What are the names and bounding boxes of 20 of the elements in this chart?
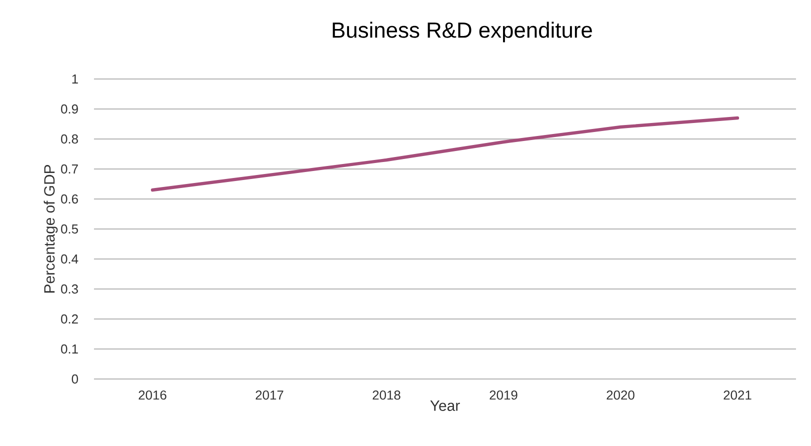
- y-tick-label: 0.1: [61, 344, 78, 354]
- y-tick-label: 1: [72, 74, 78, 84]
- y-tick-label: 0.7: [61, 164, 78, 174]
- y-tick-label: 0.3: [61, 284, 78, 294]
- x-tick-label: 2016: [138, 390, 166, 400]
- x-tick-label: 2018: [372, 390, 400, 400]
- x-tick-label: 2021: [724, 390, 752, 400]
- y-tick-label: 0: [72, 374, 78, 384]
- y-tick-label: 0.5: [61, 224, 78, 234]
- chart-title: Business R&D expenditure: [332, 22, 592, 42]
- x-axis-title: Year: [430, 400, 460, 411]
- x-tick-label: 2019: [490, 390, 518, 400]
- y-tick-label: 0.8: [61, 134, 78, 144]
- y-axis-title: Percentage of GDP: [44, 165, 58, 293]
- y-tick-label: 0.6: [61, 194, 78, 204]
- y-tick-label: 0.2: [61, 314, 78, 324]
- y-tick-label: 0.4: [61, 254, 78, 264]
- x-tick-label: 2017: [256, 390, 284, 400]
- y-tick-label: 0.9: [61, 104, 78, 114]
- x-tick-label: 2020: [606, 390, 634, 400]
